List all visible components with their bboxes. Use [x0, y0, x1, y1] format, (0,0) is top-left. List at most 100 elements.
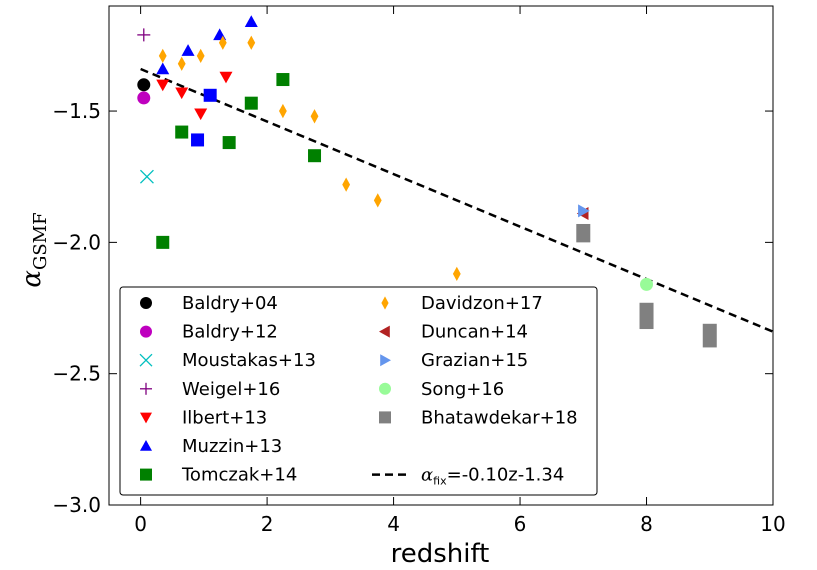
legend-label: Ilbert+13 [182, 407, 267, 428]
data-point [196, 48, 205, 64]
fit-line [140, 67, 774, 333]
data-point [156, 79, 170, 92]
legend-entry-fit: αfix=-0.10z-1.34 [372, 465, 564, 488]
y-tick-label: −1.5 [52, 99, 101, 123]
legend-entry: Song+16 [379, 379, 504, 400]
data-point [247, 35, 256, 50]
y-axis-title-symbol: α [17, 270, 47, 288]
data-point [181, 44, 195, 56]
legend-fit-label: αfix=-0.10z-1.34 [421, 465, 564, 488]
data-point [156, 62, 170, 75]
data-point [578, 204, 590, 218]
y-axis-title: αGSMF [17, 212, 51, 287]
data-point [137, 78, 151, 92]
data-point [191, 133, 205, 147]
legend-marker [140, 325, 152, 338]
series-song-16 [640, 277, 654, 291]
legend-marker [140, 297, 152, 309]
data-point [576, 223, 591, 243]
data-point [310, 109, 319, 124]
data-point [158, 48, 167, 64]
legend-entry: Bhatawdekar+18 [379, 407, 578, 428]
data-point [177, 56, 186, 71]
legend-label: Baldry+12 [182, 322, 278, 343]
data-point [175, 87, 189, 100]
legend-label: Weigel+16 [182, 379, 280, 400]
data-point [218, 35, 227, 50]
legend-entry: Davidzon+17 [381, 293, 543, 314]
data-point [203, 88, 217, 102]
series-muzzin-13 [156, 15, 258, 75]
legend-fit-equation: =-0.10z-1.34 [447, 465, 565, 486]
legend-fit-symbol: α [421, 465, 433, 486]
data-point [194, 108, 208, 121]
legend-entry: Baldry+04 [140, 293, 278, 314]
legend-fit-subscript: fix [433, 475, 447, 488]
legend: Baldry+04 Baldry+12 Moustakas+13 Weigel+16 I… [119, 286, 598, 496]
data-point [156, 235, 170, 249]
series-moustakas-13 [139, 169, 154, 184]
legend-label: Moustakas+13 [182, 350, 316, 371]
legend-marker [379, 382, 391, 395]
legend-entry: Muzzin+13 [140, 436, 282, 457]
data-point [702, 323, 717, 348]
data-point [373, 193, 382, 208]
data-point [175, 125, 189, 139]
x-tick-label: 2 [261, 512, 274, 536]
x-tick-label: 4 [387, 512, 400, 536]
data-point [219, 71, 233, 84]
legend-label: Song+16 [421, 379, 504, 400]
data-point [308, 149, 322, 163]
data-marks [137, 15, 774, 348]
data-point [137, 28, 151, 42]
data-point [640, 277, 654, 291]
legend-label: Grazian+15 [421, 350, 528, 371]
legend-entry: Ilbert+13 [140, 407, 267, 428]
legend-label: Tomczak+14 [181, 465, 297, 486]
legend-label: Davidzon+17 [421, 293, 543, 314]
legend-marker [140, 412, 152, 424]
y-tick-label: −2.5 [52, 362, 101, 386]
legend-label: Duncan+14 [421, 322, 528, 343]
series-baldry-04 [137, 78, 151, 92]
x-axis-title: redshift [391, 539, 490, 569]
legend-marker [381, 296, 389, 310]
legend-marker [140, 382, 152, 395]
data-point [139, 169, 154, 184]
series-ilbert-13 [156, 71, 233, 121]
y-axis-title-subscript: GSMF [30, 212, 51, 270]
series-baldry-12 [137, 91, 151, 105]
legend-entry: Moustakas+13 [139, 350, 316, 371]
data-point [276, 73, 290, 87]
data-point [137, 91, 151, 105]
data-point [244, 15, 258, 27]
x-tick-label: 10 [760, 512, 785, 536]
data-point [222, 136, 236, 150]
data-point-stroke [139, 169, 154, 184]
legend-marker [140, 440, 152, 451]
legend-marker [139, 353, 153, 367]
legend-entry: Tomczak+14 [140, 465, 297, 486]
plot-frame [108, 5, 774, 506]
data-point [639, 302, 654, 330]
data-point [452, 266, 461, 282]
legend-entry: Grazian+15 [380, 350, 528, 371]
x-tick-label: 8 [640, 512, 653, 536]
legend-label: Baldry+04 [182, 293, 278, 314]
series-weigel-16 [137, 28, 151, 42]
series-grazian-15 [578, 204, 590, 218]
series-bhatawdekar-18 [576, 223, 717, 348]
axis-ticks: 0 2 4 6 8 10 −1.5 −2.0 −2.5 −3.0 [52, 6, 786, 536]
legend-label: Muzzin+13 [182, 436, 282, 457]
data-point [244, 96, 258, 110]
svg-text:αGSMF: αGSMF [17, 212, 51, 287]
plot-area [108, 5, 774, 506]
series-baldry-12 [191, 88, 217, 147]
legend-marker [140, 468, 152, 481]
legend-box [119, 286, 598, 496]
y-tick-label: −2.0 [52, 230, 101, 254]
data-point [342, 177, 351, 192]
data-point [279, 103, 287, 119]
legend-entry: Baldry+12 [140, 322, 278, 343]
